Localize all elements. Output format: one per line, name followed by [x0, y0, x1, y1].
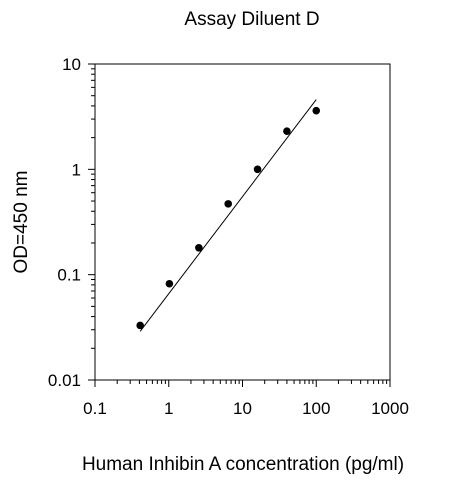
- y-tick-label: 0.1: [57, 266, 81, 285]
- fit-line: [139, 99, 317, 332]
- data-point: [253, 165, 262, 174]
- x-axis-title: Human Inhibin A concentration (pg/ml): [82, 454, 404, 475]
- x-tick-label: 10: [233, 399, 252, 418]
- y-axis-ticks: [88, 63, 95, 381]
- y-tick-label: 1: [72, 160, 81, 179]
- y-axis-tick-labels: 0.01 0.1 1 10: [48, 55, 81, 390]
- y-tick-label: 0.01: [48, 371, 81, 390]
- x-tick-label: 100: [302, 399, 330, 418]
- x-axis-ticks: [94, 380, 391, 387]
- data-point: [312, 106, 321, 115]
- x-tick-label: 0.1: [83, 399, 107, 418]
- data-point: [165, 279, 174, 288]
- x-tick-label: 1000: [371, 399, 409, 418]
- data-point: [195, 243, 203, 252]
- y-axis-title: OD=450 nm: [11, 171, 32, 274]
- data-point: [283, 127, 291, 136]
- data-points: [136, 106, 321, 330]
- data-point: [136, 321, 144, 330]
- y-tick-label: 10: [62, 55, 81, 74]
- chart-title: Assay Diluent D: [184, 9, 319, 30]
- x-axis-tick-labels: 0.1 1 10 100 1000: [83, 399, 409, 418]
- data-point: [224, 200, 233, 208]
- plot-frame: [94, 63, 391, 381]
- x-tick-label: 1: [164, 399, 173, 418]
